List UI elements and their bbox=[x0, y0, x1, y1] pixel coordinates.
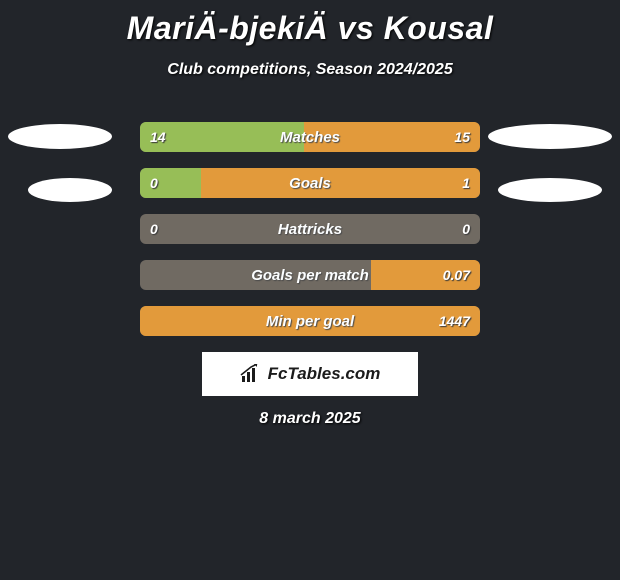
page-title: MariÄ-bjekiÄ vs Kousal bbox=[0, 0, 620, 47]
chart-icon bbox=[240, 364, 262, 384]
stat-row: 1447Min per goal bbox=[140, 306, 480, 336]
stat-label: Goals bbox=[140, 168, 480, 198]
stat-label: Min per goal bbox=[140, 306, 480, 336]
stat-row: 1415Matches bbox=[140, 122, 480, 152]
decorative-ellipse bbox=[28, 178, 112, 202]
stat-label: Hattricks bbox=[140, 214, 480, 244]
stat-row: 00Hattricks bbox=[140, 214, 480, 244]
decorative-ellipse bbox=[498, 178, 602, 202]
branding-box[interactable]: FcTables.com bbox=[202, 352, 418, 396]
stat-label: Matches bbox=[140, 122, 480, 152]
stat-row: 01Goals bbox=[140, 168, 480, 198]
page-subtitle: Club competitions, Season 2024/2025 bbox=[0, 61, 620, 79]
comparison-bars: 1415Matches 01Goals 00Hattricks 0.07Goals p… bbox=[140, 122, 480, 352]
decorative-ellipse bbox=[8, 124, 112, 149]
decorative-ellipse bbox=[488, 124, 612, 149]
stat-label: Goals per match bbox=[140, 260, 480, 290]
comparison-card: MariÄ-bjekiÄ vs Kousal Club competitions… bbox=[0, 0, 620, 580]
footer-date: 8 march 2025 bbox=[0, 410, 620, 428]
stat-row: 0.07Goals per match bbox=[140, 260, 480, 290]
branding-text: FcTables.com bbox=[268, 364, 381, 384]
